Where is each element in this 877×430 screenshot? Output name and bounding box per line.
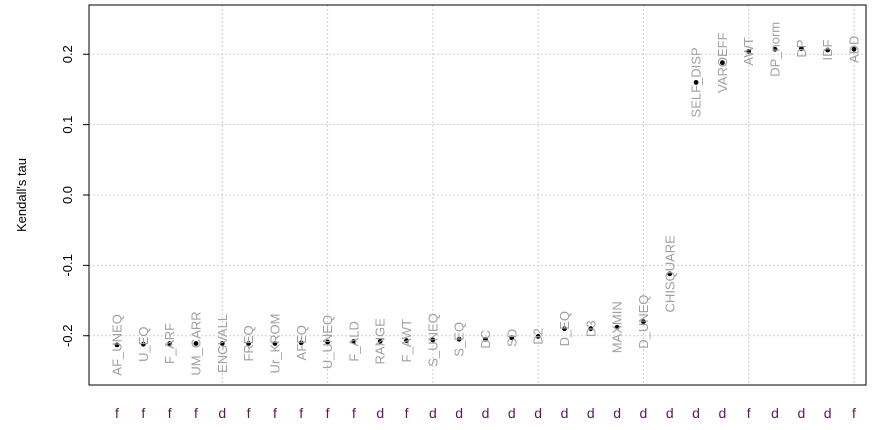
y-tick-label: 0.2 (60, 45, 75, 63)
point-label: AWT (741, 37, 756, 65)
point-label: AF_UNEQ (110, 314, 125, 375)
point-label: ENGVALL (215, 314, 230, 373)
data-point (641, 319, 646, 325)
data-point (377, 338, 383, 344)
data-point (562, 326, 567, 332)
x-code-label: f (299, 405, 303, 421)
x-code-label: f (273, 405, 277, 421)
data-point (246, 341, 252, 346)
data-point (167, 341, 173, 346)
x-code-label: d (508, 405, 516, 421)
x-code-label: f (115, 405, 119, 421)
data-point (325, 339, 330, 345)
x-code-label: d (218, 405, 226, 421)
y-tick-label: -0.1 (60, 254, 75, 276)
data-point (456, 336, 462, 342)
data-point (535, 334, 541, 339)
data-point (588, 326, 594, 332)
x-code-label: f (852, 405, 856, 421)
data-point (430, 337, 436, 343)
x-code-label: d (771, 405, 779, 421)
x-code-label: d (482, 405, 490, 421)
data-point (298, 340, 304, 346)
point-label: DP (794, 40, 809, 58)
data-point (219, 341, 225, 346)
point-label: S_EQ (452, 322, 467, 357)
data-point (667, 271, 673, 277)
x-code-label: f (194, 405, 198, 421)
x-code-label: f (405, 405, 409, 421)
data-point (404, 338, 409, 344)
point-label: SELF_DISP (689, 47, 704, 117)
grid (89, 5, 866, 385)
point-label: D3 (583, 320, 598, 337)
point-label: DP_norm (768, 22, 783, 77)
point-label: DC (478, 330, 493, 349)
x-code-label: d (666, 405, 674, 421)
x-code-label: d (824, 405, 832, 421)
data-point (693, 80, 699, 85)
point-label: F_ALD (346, 321, 361, 361)
y-axis-label: Kendall's tau (14, 158, 29, 232)
data-point (272, 341, 278, 346)
point-label: SD (504, 329, 519, 347)
y-tick-label: 0.1 (60, 116, 75, 134)
data-points: AF_UNEQ U_EQ F_ARF UM_CARR ENGVALL FREQ Ur_KRO… (110, 22, 862, 376)
x-code-label: f (247, 405, 251, 421)
data-point (798, 46, 804, 52)
x-code-label: d (587, 405, 595, 421)
data-point (772, 46, 778, 52)
point-label: Ur_KROM (267, 314, 282, 374)
point-label: F_ARF (162, 323, 177, 364)
data-point (114, 342, 120, 348)
x-code-label: f (326, 405, 330, 421)
point-label: RANGE (373, 318, 388, 365)
x-code-label: d (692, 405, 700, 421)
data-point (825, 47, 831, 53)
data-point (746, 49, 752, 54)
point-label: F_AWT (399, 319, 414, 363)
data-point (351, 338, 357, 344)
data-point (614, 324, 620, 330)
x-code-label: f (168, 405, 172, 421)
y-tick-label: 0.0 (60, 186, 75, 204)
data-point (509, 335, 515, 341)
x-code-label: d (376, 405, 384, 421)
data-point (719, 60, 725, 66)
x-code-label: d (455, 405, 463, 421)
point-label: FREQ (241, 325, 256, 361)
point-label: S_UNEQ (425, 313, 440, 366)
x-code-label: f (747, 405, 751, 421)
data-point (193, 341, 199, 346)
y-tick-label: -0.2 (60, 325, 75, 347)
point-label: CHISQUARE (662, 235, 677, 313)
point-label: VAROEFF (715, 32, 730, 92)
data-point (483, 336, 488, 342)
x-code-label: f (141, 405, 145, 421)
x-code-label: d (640, 405, 648, 421)
y-axis: -0.2 -0.1 0.0 0.1 0.2 (60, 45, 89, 347)
x-code-label: f (352, 405, 356, 421)
point-label: U_EQ (136, 326, 151, 361)
data-point (851, 46, 857, 52)
x-code-label: d (561, 405, 569, 421)
x-code-label: d (534, 405, 542, 421)
x-code-label: d (613, 405, 621, 421)
point-label: D_UNEQ (636, 295, 651, 349)
point-label: UM_CARR (188, 311, 203, 375)
point-label: D2 (531, 328, 546, 345)
x-code-label: d (429, 405, 437, 421)
x-code-label: d (797, 405, 805, 421)
point-label: IDF (820, 40, 835, 61)
point-label: ADD (847, 36, 862, 63)
point-label: MAXMIN (610, 301, 625, 353)
point-label: D_EQ (557, 311, 572, 346)
x-code-label: d (718, 405, 726, 421)
data-point (140, 341, 146, 347)
point-label: U_UNEQ (320, 315, 335, 369)
point-label: AFEQ (294, 325, 309, 360)
